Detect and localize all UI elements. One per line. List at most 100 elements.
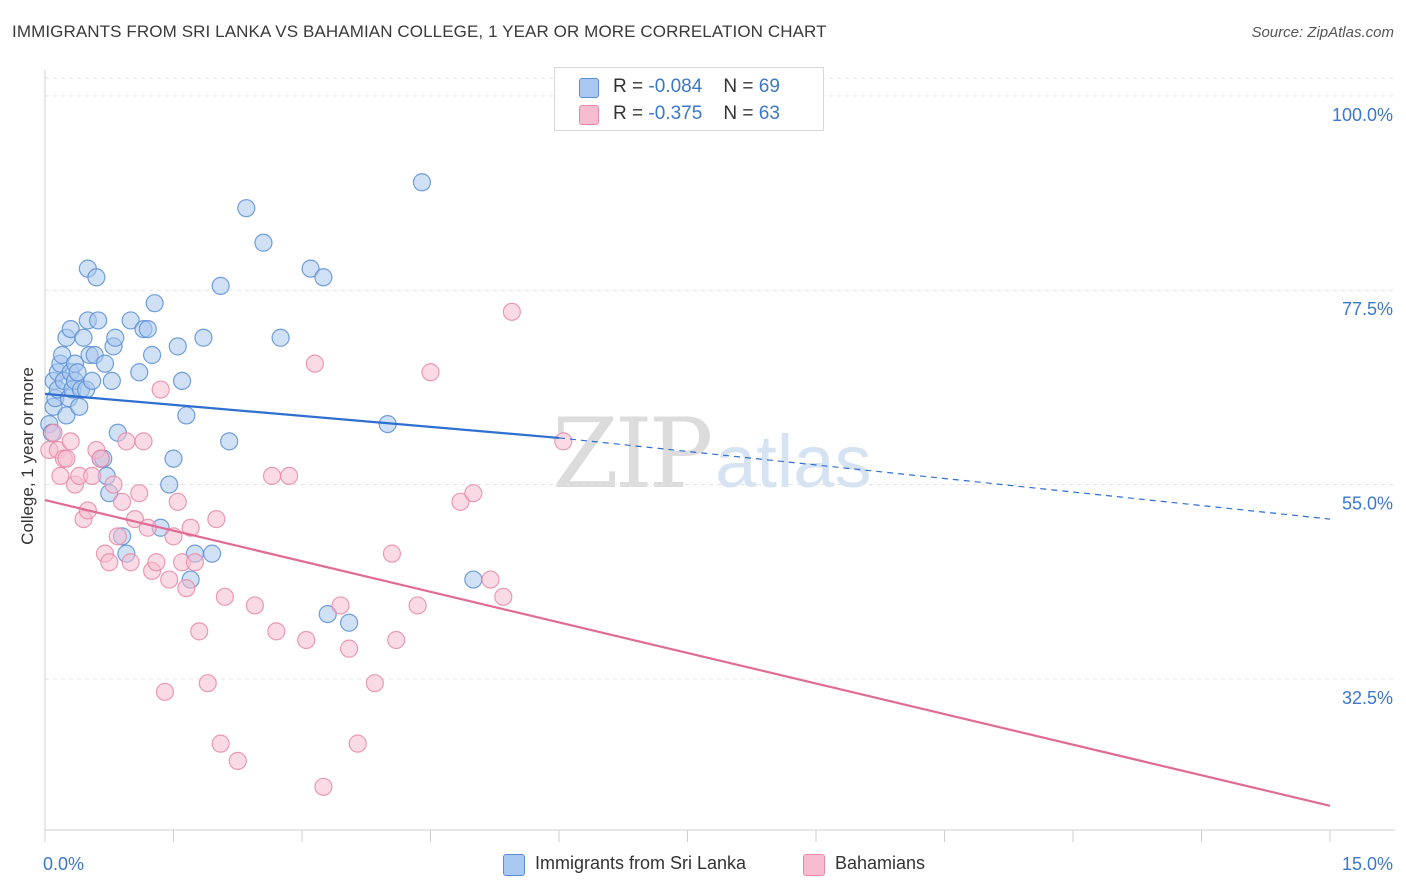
legend-n-label: N =	[723, 76, 754, 97]
legend-swatch-pink	[579, 105, 599, 125]
data-point	[237, 199, 256, 218]
data-point	[155, 682, 175, 701]
data-point	[365, 674, 384, 693]
data-point	[318, 604, 337, 624]
y-tick-label: 32.5%	[1342, 688, 1393, 708]
y-tick-label: 77.5%	[1342, 299, 1393, 319]
data-point	[202, 544, 222, 563]
data-point	[51, 466, 70, 486]
data-point	[147, 553, 166, 572]
y-tick-label: 55.0%	[1342, 494, 1393, 514]
correlation-legend: R = -0.084 N = 69 R = -0.375 N = 63	[554, 67, 824, 131]
data-point	[74, 328, 93, 347]
legend-n-value: 63	[758, 103, 780, 124]
data-point	[68, 363, 87, 382]
legend-label: Immigrants from Sri Lanka	[535, 853, 747, 873]
data-point	[254, 233, 273, 252]
data-point	[57, 449, 76, 468]
data-point	[172, 371, 192, 391]
data-point	[451, 492, 470, 511]
data-point	[314, 777, 333, 796]
data-point	[408, 596, 427, 615]
data-point	[245, 596, 264, 615]
data-point	[138, 319, 157, 339]
data-point	[89, 311, 108, 330]
data-point	[190, 622, 209, 641]
watermark-atlas: atlas	[715, 420, 872, 503]
watermark-zip: ZIP	[552, 398, 713, 510]
data-point	[168, 337, 187, 356]
legend-label: Bahamians	[835, 853, 926, 873]
data-point	[108, 527, 127, 546]
data-point	[412, 173, 432, 192]
trend-line-sri-lanka	[44, 392, 560, 440]
data-point	[100, 553, 119, 572]
data-point	[494, 587, 513, 606]
data-point	[211, 734, 230, 753]
data-point	[83, 466, 102, 486]
data-point	[314, 268, 333, 287]
y-axis-label: College, 1 year or more	[18, 367, 37, 545]
data-point	[177, 406, 196, 425]
data-point	[340, 639, 359, 658]
data-point	[134, 432, 153, 451]
data-point	[305, 354, 324, 373]
data-point	[142, 345, 162, 365]
data-point	[331, 596, 350, 615]
data-point	[348, 734, 367, 753]
data-point	[421, 363, 440, 382]
trend-lines	[44, 392, 1331, 807]
data-point	[61, 432, 80, 451]
legend-n-label: N =	[723, 103, 754, 124]
data-point	[228, 751, 247, 771]
data-point	[297, 630, 316, 650]
data-point	[151, 380, 170, 399]
data-point	[130, 363, 149, 382]
legend-swatch-blue	[579, 78, 599, 98]
data-point	[95, 354, 115, 373]
legend-n-value: 69	[758, 76, 780, 97]
data-point	[61, 319, 80, 339]
data-point	[168, 492, 187, 511]
source-label: Source: ZipAtlas.com	[1251, 24, 1394, 41]
data-point	[138, 518, 157, 537]
data-point	[102, 371, 121, 391]
data-point	[387, 630, 406, 650]
legend-r-label: R =	[613, 76, 644, 97]
data-point	[464, 570, 483, 589]
data-point	[164, 449, 183, 468]
gridlines	[45, 77, 1395, 680]
data-point	[145, 294, 164, 313]
data-point	[554, 432, 573, 451]
data-point	[44, 423, 63, 442]
data-point	[70, 397, 89, 416]
data-point	[267, 622, 286, 641]
data-point	[220, 432, 239, 451]
data-point	[121, 553, 140, 572]
data-point	[481, 570, 500, 589]
data-point	[198, 674, 217, 693]
data-point	[160, 475, 179, 494]
data-point	[340, 613, 359, 632]
legend-swatch-pink	[803, 854, 825, 876]
data-point	[181, 518, 200, 537]
legend-r-value: -0.375	[648, 103, 703, 124]
data-point	[87, 268, 106, 287]
data-point	[130, 484, 149, 503]
data-point	[194, 328, 213, 347]
data-point	[502, 302, 521, 321]
data-point	[106, 328, 125, 347]
data-point	[57, 406, 76, 425]
data-point	[382, 544, 402, 563]
series-bahamians-points	[40, 302, 573, 796]
data-point	[211, 276, 230, 296]
data-point	[215, 587, 234, 606]
trend-line-bahamians	[44, 499, 1331, 807]
data-point	[121, 311, 140, 330]
trend-line-sri-lanka-extension	[558, 437, 1331, 520]
data-point	[185, 553, 205, 572]
data-point	[83, 371, 102, 391]
y-tick-label: 100.0%	[1332, 105, 1393, 125]
data-point	[112, 492, 132, 511]
legend-swatch-blue	[503, 854, 525, 876]
